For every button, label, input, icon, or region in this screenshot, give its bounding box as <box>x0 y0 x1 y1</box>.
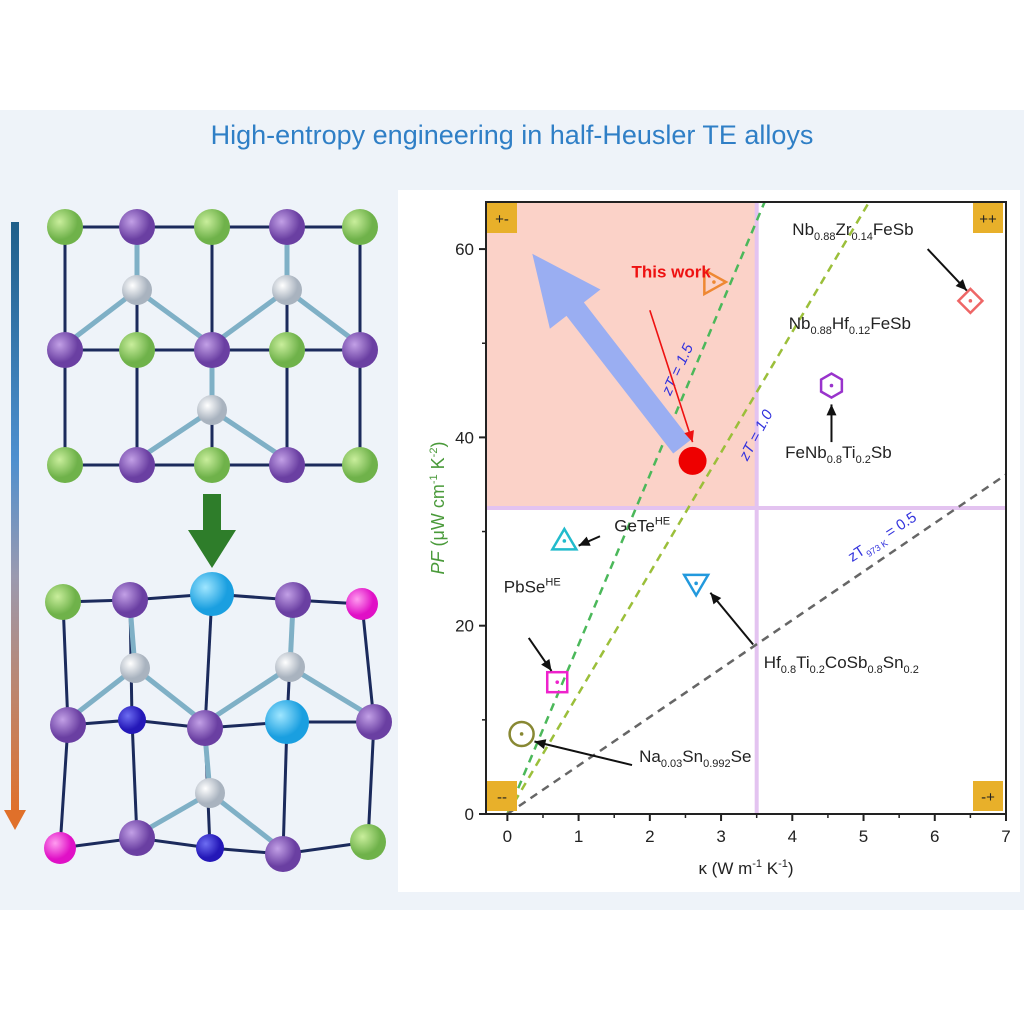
data-point-center <box>712 280 716 284</box>
y-tick-label: 40 <box>455 428 474 447</box>
zt-line <box>506 201 871 815</box>
y-tick-label: 20 <box>455 617 474 636</box>
x-tick-label: 7 <box>1001 827 1010 846</box>
pointer-arrowhead <box>541 658 552 671</box>
pf-vs-kappa-chart: 0 1 2 3 4 5 6 7 0 20 40 60 κ (W m-1 K-1) PF (μW cm-1 … <box>398 190 1020 892</box>
ordered-lattice <box>47 209 378 483</box>
data-point-label: Hf0.8Ti0.2CoSb0.8Sn0.2 <box>764 653 919 676</box>
zt-line <box>506 201 766 815</box>
quadrant-badge <box>487 781 517 811</box>
quadrant-badge-label: -- <box>497 789 507 806</box>
data-point-center <box>694 581 698 586</box>
pointer-arrow <box>534 740 633 767</box>
quadrant-badge-label: +- <box>495 211 509 228</box>
data-point <box>956 287 985 315</box>
quadrant-badge <box>973 781 1003 811</box>
data-point-center <box>555 680 560 684</box>
pointer-arrowhead <box>826 404 837 416</box>
pointer-arrowhead <box>955 279 967 291</box>
x-tick-label: 2 <box>645 827 654 846</box>
pointer-arrowhead <box>710 592 722 605</box>
transition-arrow <box>188 494 236 568</box>
x-tick-label: 1 <box>574 827 583 846</box>
pointer-arrowhead <box>684 430 694 443</box>
data-point-label: PbSeHE <box>504 577 561 597</box>
x-tick-label: 5 <box>859 827 868 846</box>
x-tick-label: 0 <box>503 827 512 846</box>
data-point-center <box>519 732 524 736</box>
improvement-arrow <box>532 253 691 454</box>
data-point-label: Nb0.88Hf0.12FeSb <box>789 314 911 337</box>
zt-line <box>506 473 1007 816</box>
x-tick-label: 6 <box>930 827 939 846</box>
y-axis-label: PF (μW cm-1 K-2) <box>428 442 448 575</box>
data-point-center <box>562 539 567 543</box>
pointer-arrow <box>709 592 754 646</box>
data-point <box>550 526 579 551</box>
data-point <box>703 267 729 297</box>
x-axis-label: κ (W m-1 K-1) <box>698 858 793 878</box>
data-point-center <box>968 299 973 303</box>
pointer-arrowhead <box>534 739 547 749</box>
quadrant-badge <box>487 203 517 233</box>
data-point-label: FeNb0.8Ti0.2Sb <box>785 443 892 466</box>
data-point-center <box>829 383 834 388</box>
data-point-label: Nb0.88Zr0.14FeSb <box>792 220 913 243</box>
gradient-arrow <box>4 222 26 830</box>
quadrant-badge-label: -+ <box>981 789 995 806</box>
quadrant-badge-label: ++ <box>979 211 997 228</box>
crystal-structure-illustration <box>4 209 392 872</box>
data-point <box>819 372 844 400</box>
data-point <box>508 720 535 748</box>
data-point <box>681 573 711 598</box>
data-point-label: GeTeHE <box>614 516 670 536</box>
high-entropy-lattice <box>44 572 392 872</box>
x-tick-label: 4 <box>788 827 797 846</box>
plot-frame <box>485 201 1007 815</box>
data-point-label: Na0.03Sn0.992Se <box>639 747 751 770</box>
pointer-arrowhead <box>578 536 591 546</box>
y-tick-label: 60 <box>455 240 474 259</box>
page-title: High-entropy engineering in half-Heusler… <box>210 120 814 150</box>
x-tick-label: 3 <box>716 827 725 846</box>
y-tick-label: 0 <box>465 805 474 824</box>
quadrant-badge <box>973 203 1003 233</box>
data-point-label: This work <box>632 262 712 281</box>
data-point <box>545 670 569 694</box>
pointer-arrow <box>649 310 694 443</box>
data-point <box>678 446 707 475</box>
